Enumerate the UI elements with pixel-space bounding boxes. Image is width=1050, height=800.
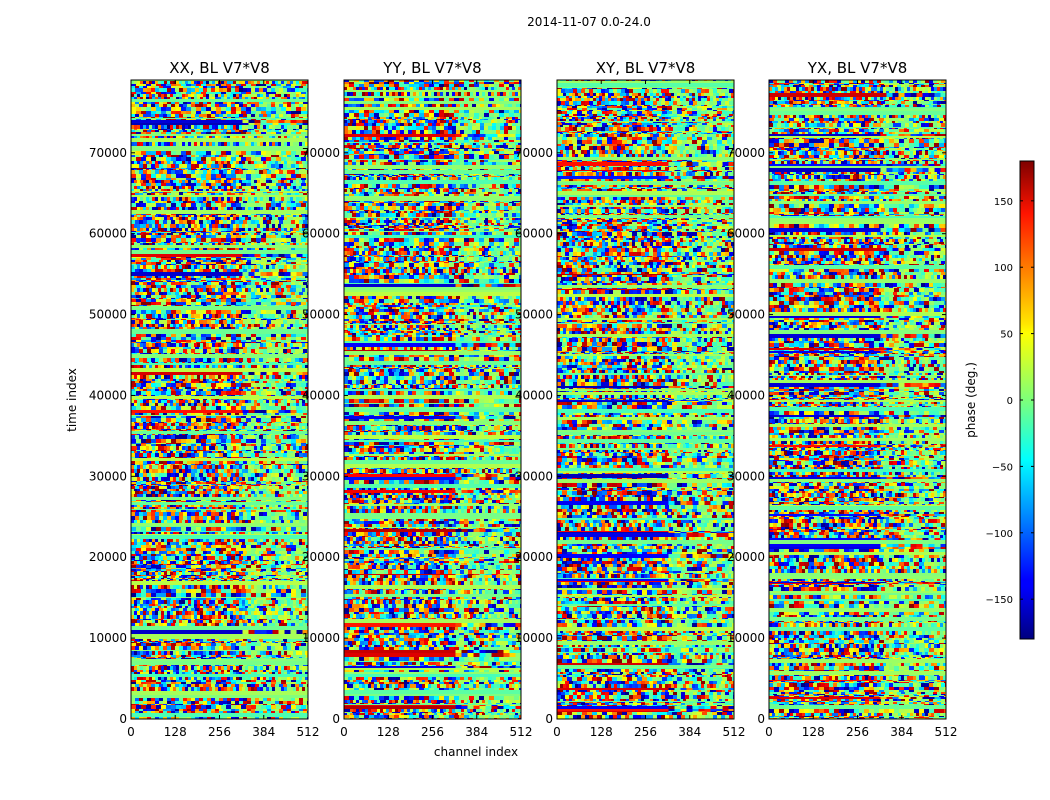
x-tick-label: 0 (765, 725, 773, 739)
y-tick-label: 0 (332, 712, 340, 726)
panel-4: YX, BL V7*V8 0 128 256 384 512 0 10000 20000 3000… (727, 59, 958, 739)
y-tick-label: 0 (545, 712, 553, 726)
panel-1: XX, BL V7*V8 0 128 256 384 512 0 10000 20000 3000… (89, 59, 320, 739)
colorbar-label: phase (deg.) (964, 362, 978, 438)
y-tick-label: 40000 (515, 388, 553, 402)
figure-suptitle: 2014-11-07 0.0-24.0 (527, 15, 651, 29)
y-tick-label: 50000 (89, 308, 127, 322)
x-axis-label: channel index (434, 745, 518, 759)
heatmap-image (131, 80, 308, 719)
heatmap-image (344, 80, 521, 719)
y-tick-label: 50000 (302, 308, 340, 322)
panel-title: YX, BL V7*V8 (807, 59, 908, 77)
x-tick-label: 256 (208, 725, 231, 739)
x-tick-label: 256 (421, 725, 444, 739)
y-tick-label: 60000 (302, 227, 340, 241)
x-tick-label: 384 (890, 725, 913, 739)
y-tick-label: 50000 (727, 308, 765, 322)
y-tick-label: 20000 (727, 550, 765, 564)
heatmap-image (769, 80, 946, 719)
colorbar-tick-label: 150 (994, 197, 1013, 208)
y-tick-label: 40000 (302, 388, 340, 402)
y-tick-label: 50000 (515, 308, 553, 322)
y-tick-label: 40000 (727, 388, 765, 402)
y-tick-label: 70000 (515, 146, 553, 160)
y-tick-label: 20000 (515, 550, 553, 564)
colorbar-tick-label: 0 (1007, 396, 1013, 407)
x-tick-label: 384 (252, 725, 275, 739)
y-tick-label: 70000 (89, 146, 127, 160)
x-tick-label: 256 (846, 725, 869, 739)
y-tick-label: 10000 (727, 631, 765, 645)
y-tick-label: 20000 (302, 550, 340, 564)
y-tick-label: 0 (119, 712, 127, 726)
colorbar-tick-label: 100 (994, 263, 1013, 274)
x-tick-label: 384 (465, 725, 488, 739)
x-tick-label: 128 (164, 725, 187, 739)
y-tick-label: 10000 (302, 631, 340, 645)
heatmap-image (557, 80, 734, 719)
y-tick-label: 20000 (89, 550, 127, 564)
panel-2: YY, BL V7*V8 0 128 256 384 512 0 10000 20000 3000… (302, 59, 533, 739)
panel-title: YY, BL V7*V8 (382, 59, 481, 77)
x-tick-label: 512 (510, 725, 533, 739)
colorbar-ticks: −150 −100 −50 0 50 100 150 (986, 197, 1034, 606)
colorbar: −150 −100 −50 0 50 100 150 phase (deg.) (964, 160, 1035, 640)
y-tick-label: 30000 (89, 469, 127, 483)
x-tick-label: 0 (127, 725, 135, 739)
y-tick-label: 30000 (302, 469, 340, 483)
y-tick-label: 30000 (515, 469, 553, 483)
y-tick-label: 60000 (727, 227, 765, 241)
y-tick-label: 60000 (515, 227, 553, 241)
x-tick-label: 512 (723, 725, 746, 739)
y-axis-label: time index (65, 368, 79, 432)
panel-title: XY, BL V7*V8 (596, 59, 696, 77)
colorbar-tick-label: −50 (992, 462, 1013, 473)
x-tick-label: 256 (634, 725, 657, 739)
y-tick-label: 10000 (515, 631, 553, 645)
panels: XX, BL V7*V8 0 128 256 384 512 0 10000 20000 3000… (89, 59, 958, 739)
x-tick-label: 512 (935, 725, 958, 739)
x-tick-label: 128 (590, 725, 613, 739)
x-tick-label: 384 (678, 725, 701, 739)
y-tick-label: 60000 (89, 227, 127, 241)
x-tick-label: 512 (297, 725, 320, 739)
y-tick-label: 40000 (89, 388, 127, 402)
x-tick-label: 0 (553, 725, 561, 739)
colorbar-tick-label: −150 (986, 595, 1013, 606)
y-tick-label: 30000 (727, 469, 765, 483)
panel-3: XY, BL V7*V8 0 128 256 384 512 0 10000 20000 3000… (515, 59, 746, 739)
y-tick-label: 70000 (302, 146, 340, 160)
panel-title: XX, BL V7*V8 (169, 59, 270, 77)
colorbar-tick-label: 50 (1000, 330, 1013, 341)
x-tick-label: 128 (802, 725, 825, 739)
x-tick-label: 0 (340, 725, 348, 739)
colorbar-tick-label: −100 (986, 529, 1013, 540)
x-tick-label: 128 (377, 725, 400, 739)
y-tick-label: 10000 (89, 631, 127, 645)
y-tick-label: 70000 (727, 146, 765, 160)
y-tick-label: 0 (757, 712, 765, 726)
